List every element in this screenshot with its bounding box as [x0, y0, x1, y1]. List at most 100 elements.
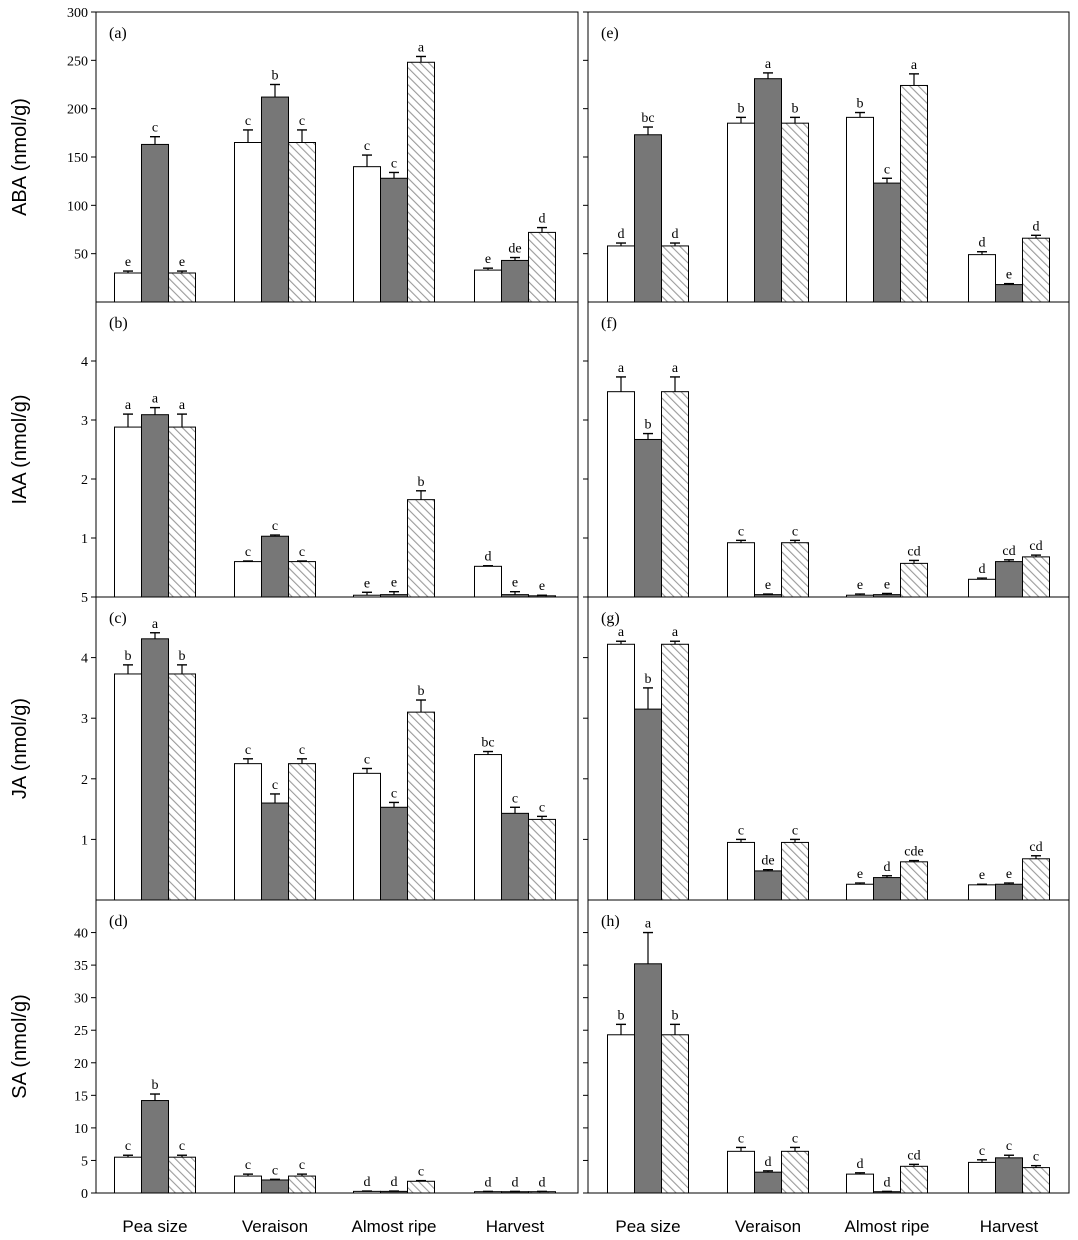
bar: [846, 1173, 874, 1194]
significance-letter: c: [152, 121, 158, 136]
bar: [995, 561, 1023, 598]
significance-letter: e: [539, 579, 545, 594]
bar: [873, 182, 901, 303]
y-tick-label: 3: [81, 414, 88, 429]
significance-letter: c: [272, 1163, 278, 1178]
y-tick-label: 5: [81, 591, 88, 606]
bar: [1022, 858, 1050, 901]
significance-letter: c: [979, 1144, 985, 1159]
bar: [781, 841, 809, 901]
y-tick-label: 4: [81, 652, 88, 667]
bar: [141, 638, 169, 901]
significance-letter: cd: [1002, 544, 1015, 559]
bar: [353, 166, 381, 303]
significance-letter: b: [418, 684, 425, 699]
panel-label: (c): [109, 610, 127, 627]
bar: [846, 883, 874, 901]
significance-letter: e: [857, 867, 863, 882]
significance-letter: b: [618, 1008, 625, 1023]
panel-label: (g): [601, 610, 620, 627]
bar: [846, 594, 874, 598]
significance-letter: c: [364, 752, 370, 767]
bar: [900, 84, 928, 303]
y-tick-label: 20: [74, 1057, 88, 1072]
bar: [168, 272, 196, 303]
significance-letter: cd: [907, 1148, 920, 1163]
bar: [754, 1171, 782, 1194]
y-tick-label: 15: [74, 1089, 88, 1104]
significance-letter: d: [884, 860, 891, 875]
y-tick-label: 3: [81, 712, 88, 727]
significance-letter: d: [539, 1175, 546, 1190]
bar: [380, 594, 408, 598]
significance-letter: cd: [907, 544, 920, 559]
significance-letter: c: [299, 743, 305, 758]
bar: [754, 78, 782, 303]
significance-letter: b: [125, 649, 132, 664]
bar: [407, 711, 435, 901]
x-category-label: Harvest: [486, 1217, 545, 1236]
significance-letter: c: [299, 545, 305, 560]
y-tick-label: 1: [81, 833, 88, 848]
bar: [661, 1034, 689, 1194]
significance-letter: d: [857, 1157, 864, 1172]
significance-letter: c: [391, 786, 397, 801]
bar: [353, 772, 381, 901]
panel-frame: [95, 899, 579, 1194]
bar: [261, 802, 289, 901]
significance-letter: a: [765, 57, 772, 72]
bar: [754, 870, 782, 901]
significance-letter: c: [272, 519, 278, 534]
bar: [288, 763, 316, 901]
bar: [141, 143, 169, 303]
y-tick-label: 35: [74, 959, 88, 974]
significance-letter: c: [1006, 1139, 1012, 1154]
bar: [501, 259, 529, 303]
significance-letter: c: [179, 1139, 185, 1154]
bar: [234, 763, 262, 901]
bar: [141, 414, 169, 598]
y-tick-label: 100: [67, 199, 88, 214]
bar: [1022, 556, 1050, 598]
significance-letter: c: [738, 1131, 744, 1146]
bar: [607, 1034, 635, 1194]
bar: [968, 1161, 996, 1194]
panel-frame: [587, 899, 1070, 1194]
panel-label: (b): [109, 315, 128, 332]
significance-letter: e: [179, 255, 185, 270]
significance-letter: b: [857, 97, 864, 112]
bar: [634, 134, 662, 303]
bar: [661, 391, 689, 598]
bar: [501, 594, 529, 598]
significance-letter: c: [299, 1158, 305, 1173]
bar: [168, 1156, 196, 1194]
bar: [727, 122, 755, 303]
bar: [168, 426, 196, 598]
panel-label: (f): [601, 315, 617, 332]
significance-letter: c: [272, 778, 278, 793]
bar: [261, 1179, 289, 1194]
bar: [607, 245, 635, 303]
bar: [114, 426, 142, 598]
significance-letter: b: [792, 101, 799, 116]
x-category-label: Pea size: [615, 1217, 680, 1236]
bar: [1022, 237, 1050, 303]
y-tick-label: 2: [81, 473, 88, 488]
bar: [141, 1100, 169, 1194]
panel-label: (e): [601, 25, 619, 42]
significance-letter: a: [911, 58, 918, 73]
bar: [407, 1180, 435, 1194]
bar: [781, 1150, 809, 1194]
y-tick-label: 2: [81, 773, 88, 788]
bar: [727, 542, 755, 598]
bar: [288, 561, 316, 598]
significance-letter: a: [152, 617, 159, 632]
bar: [1022, 1167, 1050, 1194]
significance-letter: d: [618, 227, 625, 242]
bar: [900, 562, 928, 598]
bar: [900, 861, 928, 901]
significance-letter: b: [738, 101, 745, 116]
significance-letter: c: [792, 524, 798, 539]
significance-letter: e: [979, 868, 985, 883]
